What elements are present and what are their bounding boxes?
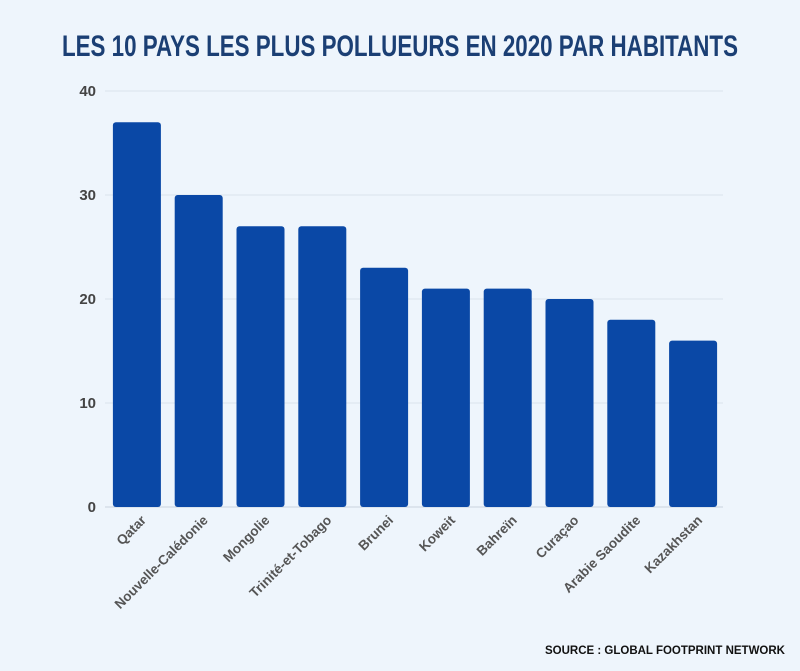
x-tick-label: Koweit: [416, 512, 458, 554]
source-note: SOURCE : GLOBAL FOOTPRINT NETWORK: [545, 645, 786, 657]
y-tick-label: 30: [79, 187, 96, 204]
y-tick-label: 20: [79, 291, 96, 308]
bar: [360, 267, 409, 507]
bar: [298, 226, 347, 507]
bar: [483, 288, 532, 507]
y-tick-label: 40: [79, 83, 96, 100]
y-tick-label: 10: [79, 395, 96, 412]
chart-title: LES 10 PAYS LES PLUS POLLUEURS EN 2020 P…: [62, 30, 738, 63]
bar: [174, 195, 223, 507]
bar: [545, 299, 594, 507]
bar: [607, 319, 656, 507]
x-tick-label: Mongolie: [220, 512, 273, 565]
bar: [112, 122, 161, 507]
bar: [236, 226, 285, 507]
x-tick-label: Bahreïn: [474, 513, 520, 559]
x-tick-label: Curaçao: [533, 513, 582, 562]
y-tick-label: 0: [88, 499, 96, 516]
x-tick-label: Kazakhstan: [642, 513, 706, 577]
bar: [669, 340, 718, 507]
x-tick-label: Brunei: [355, 513, 396, 554]
x-tick-label: Qatar: [113, 512, 149, 548]
bar: [421, 288, 470, 507]
